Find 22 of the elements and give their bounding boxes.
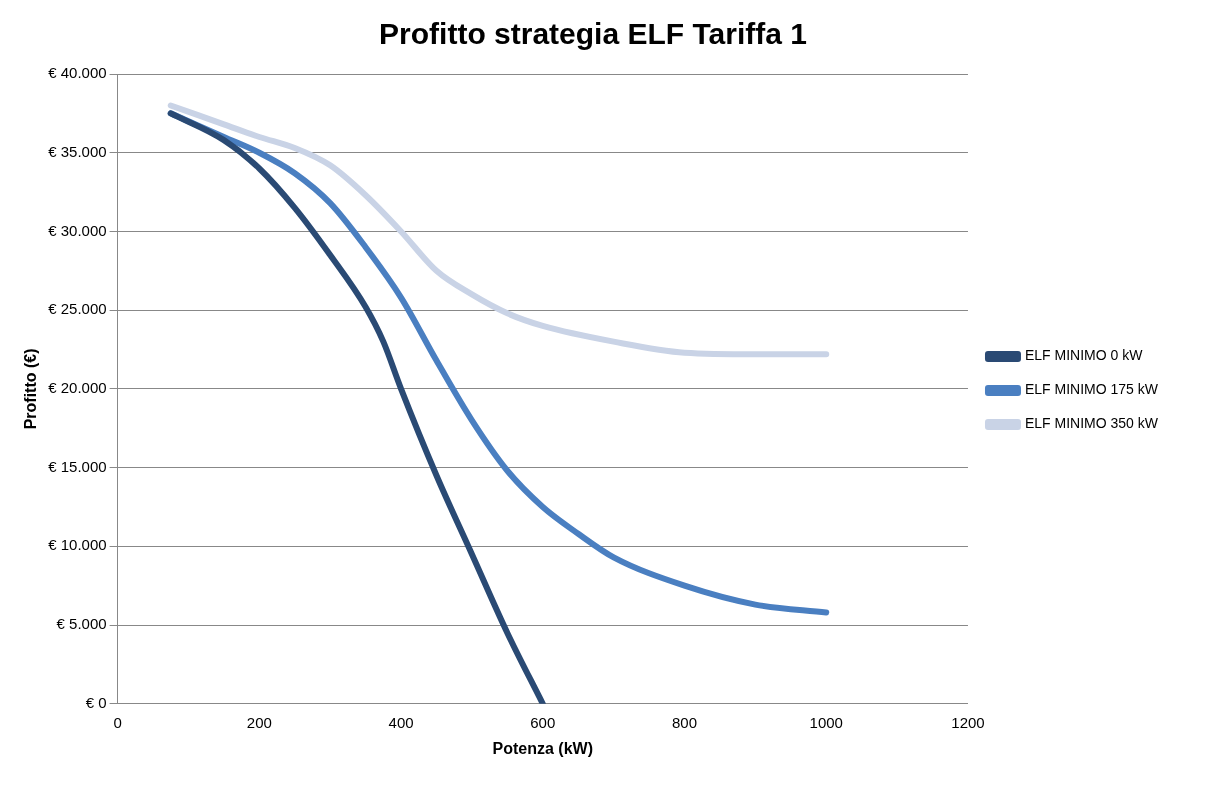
x-tick-label: 0 [113, 713, 122, 731]
chart-title: Profitto strategia ELF Tariffa 1 [379, 17, 807, 51]
y-tick-label: € 30.000 [48, 221, 107, 239]
x-tick-label: 400 [388, 713, 414, 731]
y-tick-label: € 25.000 [48, 300, 107, 318]
y-tick-label: € 20.000 [48, 379, 107, 397]
x-tick-label: 800 [672, 713, 698, 731]
legend-label: ELF MINIMO 350 kW [1024, 415, 1159, 432]
x-tick-label: 600 [530, 713, 556, 731]
legend-label: ELF MINIMO 175 kW [1024, 381, 1159, 398]
y-tick-label: € 15.000 [48, 457, 107, 475]
x-tick-label: 200 [246, 713, 272, 731]
legend-label: ELF MINIMO 0 kW [1024, 347, 1144, 364]
y-tick-label: € 0 [85, 693, 107, 711]
x-tick-label: 1000 [809, 713, 843, 731]
y-tick-label: € 5.000 [56, 615, 107, 633]
y-axis-title: Profitto (€) [22, 348, 40, 430]
y-tick-label: € 10.000 [48, 536, 107, 554]
y-tick-label: € 40.000 [48, 64, 107, 82]
x-tick-label: 1200 [951, 713, 985, 731]
y-tick-label: € 35.000 [48, 142, 107, 160]
x-axis-title: Potenza (kW) [492, 739, 594, 757]
